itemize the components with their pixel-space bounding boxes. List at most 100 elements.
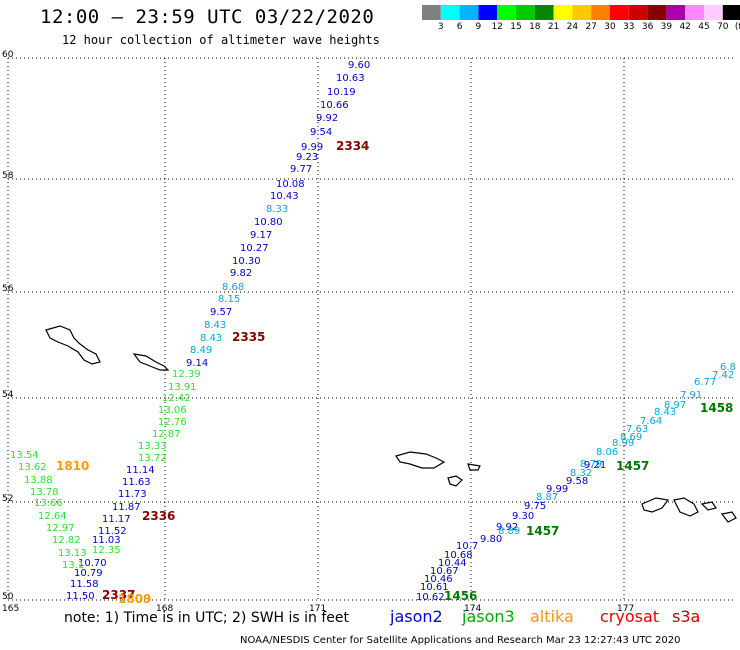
- lon-label: 174: [464, 604, 481, 614]
- wave-height-label: 10.43: [270, 191, 299, 202]
- wave-height-label: 12.82: [52, 535, 81, 546]
- colorbar-label: 3: [437, 22, 444, 32]
- legend-cryosat: cryosat: [600, 607, 660, 626]
- colorbar-label: 36: [641, 22, 654, 32]
- wave-height-label: 8.99: [612, 438, 634, 449]
- colorbar-label: 6: [456, 22, 463, 32]
- colorbar-swatch: [553, 5, 573, 20]
- land-outline: [447, 475, 463, 487]
- wave-height-label: 11.14: [126, 465, 155, 476]
- wave-height-label: 9.82: [230, 268, 252, 279]
- wave-height-label: 11.58: [70, 579, 99, 590]
- wave-height-label: 9.92: [316, 113, 338, 124]
- wave-height-label: 11.87: [112, 502, 141, 513]
- wave-height-label: 9.54: [310, 127, 332, 138]
- wave-height-label: 11.63: [122, 477, 151, 488]
- time-label: 2334: [336, 139, 369, 153]
- map-subtitle: 12 hour collection of altimeter wave hei…: [62, 33, 380, 47]
- wave-height-label: 9.99: [546, 484, 568, 495]
- map-title: 12:00 — 23:59 UTC 03/22/2020: [40, 6, 375, 28]
- wave-height-label: 12.76: [158, 417, 187, 428]
- note-line: note: 1) Time is in UTC; 2) SWH is in fe…: [64, 610, 349, 626]
- wave-height-label: 10.80: [254, 217, 283, 228]
- time-label: 2337: [102, 588, 135, 602]
- colorbar-label: 45: [698, 22, 710, 32]
- wave-height-label: 8.69: [620, 432, 642, 443]
- time-label: 1810: [56, 459, 89, 473]
- wave-height-label: 9.58: [566, 476, 588, 487]
- wave-height-label: 7.91: [680, 390, 702, 401]
- land-outline: [467, 463, 481, 471]
- time-label: 1456: [444, 589, 477, 603]
- time-label: 2336: [142, 509, 175, 523]
- wave-height-label: 8.43: [200, 333, 222, 344]
- land-outline: [132, 353, 170, 371]
- colorbar-swatch: [422, 5, 441, 20]
- wave-height-label: 8.68: [222, 282, 244, 293]
- wave-height-label: 13.54: [10, 450, 39, 461]
- wave-height-label: 8.43: [204, 320, 226, 331]
- lat-label: 56: [2, 284, 14, 294]
- wave-height-label: 10.66: [320, 100, 349, 111]
- wave-height-label: 10.30: [232, 256, 261, 267]
- wave-height-label: 6.77: [694, 377, 716, 388]
- wave-height-label: 9.80: [480, 534, 502, 545]
- land-outline: [45, 325, 101, 365]
- lon-label: 165: [2, 604, 19, 614]
- wave-height-label: 7.64: [640, 416, 662, 427]
- colorbar-swatch: [666, 5, 686, 20]
- land-outline: [395, 451, 446, 469]
- colorbar-swatch: [647, 5, 667, 20]
- legend-altika: altika: [530, 607, 574, 626]
- wave-height-label: 12.97: [46, 523, 75, 534]
- wave-height-label: 10.67: [430, 566, 459, 577]
- colorbar-label: (ft): [734, 22, 740, 32]
- wave-height-label: 9.14: [186, 358, 208, 369]
- wave-height-label: 13.66: [34, 498, 63, 509]
- note-text: note: 1) Time is in UTC; 2) SWH is in fe…: [64, 610, 350, 626]
- wave-height-label: 9.60: [348, 60, 370, 71]
- land-outline: [700, 501, 717, 511]
- wave-height-label: 11.52: [98, 526, 127, 537]
- wave-height-label: 12.39: [172, 369, 201, 380]
- colorbar-label: 42: [679, 22, 691, 32]
- lat-lon-grid: [7, 57, 736, 601]
- time-label: 1458: [700, 401, 733, 415]
- colorbar-swatch: [440, 5, 460, 20]
- land-outline: [673, 497, 699, 517]
- colorbar-label: 33: [623, 22, 635, 32]
- wave-height-label: 12.64: [38, 511, 67, 522]
- wave-height-label: 13.62: [18, 462, 47, 473]
- colorbar-swatch: [516, 5, 535, 20]
- wave-height-label: 10.79: [74, 568, 103, 579]
- colorbar: [422, 5, 740, 20]
- colorbar-label: 24: [566, 22, 579, 32]
- wave-height-label: 9.57: [210, 307, 232, 318]
- wave-height-label: 13.1: [62, 560, 84, 571]
- colorbar-label: 21: [547, 22, 560, 32]
- wave-height-label: 6.8: [720, 362, 736, 373]
- lon-label: 177: [617, 604, 634, 614]
- wave-height-label: 8.32: [570, 468, 592, 479]
- axis-labels: 60 58 56 54 52 50 165 168 171 174 177: [2, 50, 634, 614]
- colorbar-swatch: [610, 5, 629, 20]
- wave-height-label: 7.63: [626, 424, 648, 435]
- lon-label: 168: [156, 604, 173, 614]
- wave-height-label: 9.75: [524, 501, 546, 512]
- colorbar-label: 30: [604, 22, 616, 32]
- wave-height-label: 10.08: [276, 179, 305, 190]
- wave-height-label: 10.62: [416, 592, 445, 603]
- colorbar-swatch: [459, 5, 479, 20]
- wave-height-label: 10.63: [336, 73, 365, 84]
- landmasses: [45, 325, 737, 523]
- lat-label: 50: [2, 592, 14, 602]
- colorbar-swatch: [685, 5, 704, 20]
- wave-height-label: 8.97: [664, 400, 686, 411]
- wave-height-label: 11.03: [92, 535, 121, 546]
- time-label: 1457: [526, 524, 559, 538]
- lat-label: 60: [2, 50, 14, 60]
- colorbar-label: 12: [491, 22, 503, 32]
- legend-s3a: s3a: [672, 607, 701, 626]
- wave-height-label: 7.42: [712, 370, 734, 381]
